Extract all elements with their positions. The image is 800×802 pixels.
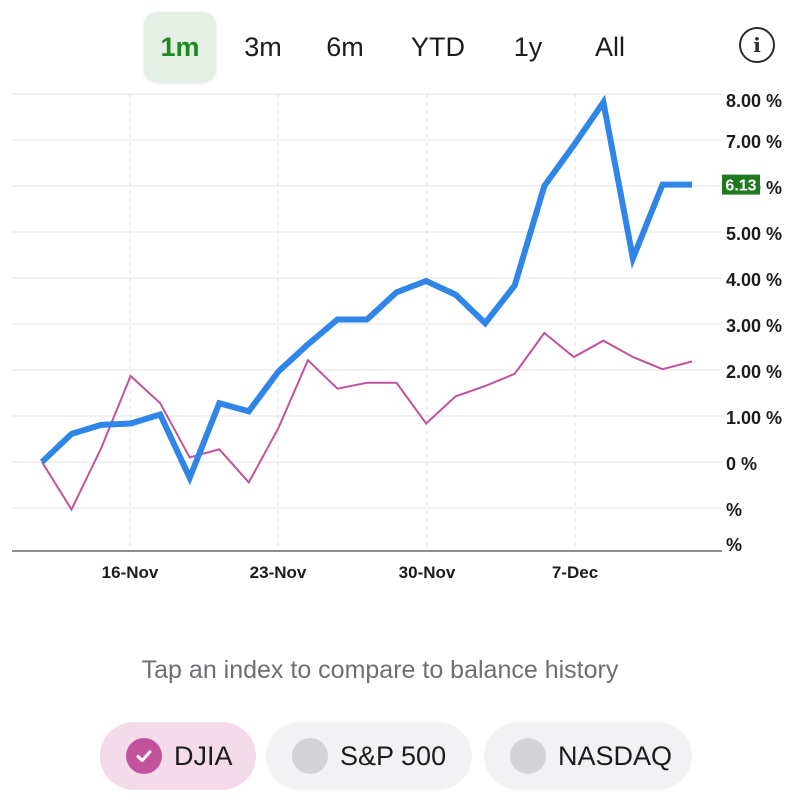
- y-tick-label: 3.00 %: [726, 316, 782, 336]
- compare-hint-text: Tap an index to compare to balance histo…: [141, 656, 619, 684]
- chart-series: [39, 94, 693, 512]
- info-glyph: i: [753, 33, 761, 57]
- range-3m-button[interactable]: 3m: [232, 12, 294, 82]
- index-chip-nasdaq[interactable]: NASDAQ: [484, 722, 692, 790]
- x-tick-label: 30-Nov: [399, 563, 456, 582]
- x-tick-label: 7-Dec: [552, 563, 598, 582]
- range-all-button[interactable]: All: [580, 12, 640, 82]
- index-chip-label: DJIA: [174, 740, 233, 771]
- y-tick-label: %: [726, 535, 742, 555]
- x-axis-tick-labels: 16-Nov 23-Nov 30-Nov 7-Dec: [102, 563, 599, 582]
- unselected-circle-icon: [510, 738, 546, 774]
- y-tick-label: 7.00 %: [726, 132, 782, 152]
- y-tick-label: %: [726, 500, 742, 520]
- index-chip-label: NASDAQ: [558, 740, 673, 771]
- current-value-badge: 6.13: [722, 174, 760, 195]
- index-chip-label: S&P 500: [340, 740, 447, 771]
- range-ytd-button[interactable]: YTD: [398, 12, 478, 82]
- y-tick-label: 5.00 %: [726, 224, 782, 244]
- current-value-badge-bg: [722, 174, 760, 195]
- range-1y-button[interactable]: 1y: [500, 12, 556, 82]
- index-chip-group: DJIA S&P 500 NASDAQ: [0, 722, 800, 790]
- y-tick-label: 8.00 %: [726, 91, 782, 111]
- range-6m-button[interactable]: 6m: [312, 12, 378, 82]
- x-tick-label: 23-Nov: [250, 563, 307, 582]
- series-line-djia: [41, 331, 693, 512]
- index-chip-sp500[interactable]: S&P 500: [266, 722, 472, 790]
- time-range-selector: 1m 3m 6m YTD 1y All i: [0, 0, 800, 92]
- x-tick-label: 16-Nov: [102, 563, 159, 582]
- y-tick-label: 1.00 %: [726, 408, 782, 428]
- checkmark-icon: [126, 738, 162, 774]
- index-chip-djia[interactable]: DJIA: [100, 722, 256, 790]
- current-value-label: 6.13: [725, 178, 756, 195]
- series-line-balance: [39, 94, 692, 486]
- y-tick-label: 4.00 %: [726, 270, 782, 290]
- y-axis-tick-labels: 8.00 %7.00 %6.00 %5.00 %4.00 %3.00 %2.00…: [726, 91, 782, 555]
- unselected-circle-icon: [292, 738, 328, 774]
- y-tick-label: 0 %: [726, 454, 757, 474]
- info-icon[interactable]: i: [739, 27, 775, 63]
- performance-line-chart: 8.00 %7.00 %6.00 %5.00 %4.00 %3.00 %2.00…: [12, 91, 782, 582]
- range-1m-button[interactable]: 1m: [144, 12, 216, 82]
- y-tick-label: 2.00 %: [726, 362, 782, 382]
